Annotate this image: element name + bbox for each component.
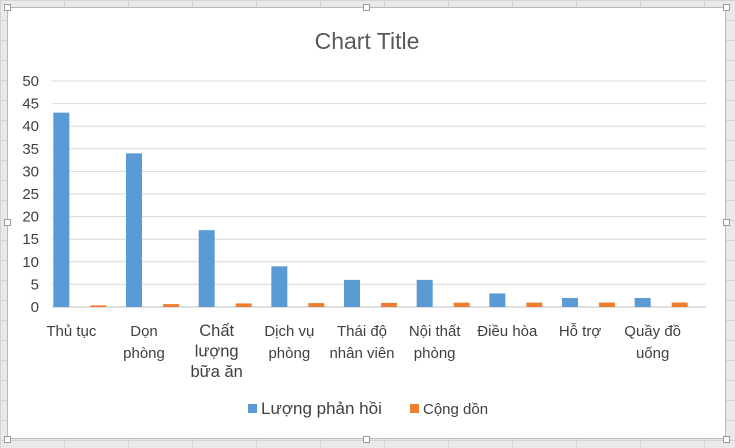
resize-handle-top[interactable] [363, 4, 370, 11]
category-label: Thái độ nhân viên [329, 323, 394, 362]
bar-luong-phan-hoi[interactable] [53, 112, 70, 307]
y-tick-label: 10 [22, 254, 39, 271]
bar-cong-don[interactable] [308, 303, 325, 307]
category-label: Chất lượng bữa ăn [190, 322, 242, 381]
legend-luong-phan-hoi-label[interactable]: Lượng phản hồi [261, 399, 382, 418]
chart-title[interactable]: Chart Title [315, 28, 420, 54]
resize-handle-bottom-left[interactable] [4, 436, 11, 443]
bar-luong-phan-hoi[interactable] [562, 297, 578, 307]
bar-chart: Chart Title 0 5 10 15 20 25 30 35 40 45 50 Thủ tục… [22, 28, 706, 418]
y-tick-label: 40 [22, 118, 39, 135]
bar-cong-don[interactable] [163, 304, 179, 307]
y-axis-ticks: 0 5 10 15 20 25 30 35 40 45 50 [22, 73, 39, 316]
bar-luong-phan-hoi[interactable] [198, 230, 215, 307]
y-tick-label: 15 [22, 231, 39, 248]
y-tick-label: 20 [22, 209, 39, 226]
legend-cong-don-label[interactable]: Cộng dồn [423, 401, 488, 418]
bar-luong-phan-hoi[interactable] [634, 297, 651, 307]
legend: Lượng phản hồi Cộng dồn [248, 399, 488, 418]
category-label: Dịch vụ phòng [264, 323, 314, 362]
resize-handle-bottom-right[interactable] [723, 436, 730, 443]
resize-handle-top-left[interactable] [4, 4, 11, 11]
y-tick-label: 0 [31, 299, 39, 316]
bar-luong-phan-hoi[interactable] [126, 153, 142, 307]
gridlines [52, 80, 706, 308]
bar-cong-don[interactable] [526, 302, 543, 307]
y-tick-label: 25 [22, 186, 39, 203]
y-tick-label: 35 [22, 141, 39, 158]
category-labels: Thủ tục Dọn phòng Chất lượng bữa ăn Dịch vụ phò… [46, 322, 681, 381]
category-label: Quầy đồ uống [624, 323, 681, 362]
resize-handle-bottom[interactable] [363, 436, 370, 443]
bar-luong-phan-hoi[interactable] [344, 279, 360, 307]
category-label: Hỗ trợ [559, 323, 602, 340]
resize-handle-left[interactable] [4, 219, 11, 226]
resize-handle-right[interactable] [723, 219, 730, 226]
resize-handle-top-right[interactable] [723, 4, 730, 11]
bar-luong-phan-hoi[interactable] [271, 266, 288, 307]
y-tick-label: 50 [22, 73, 39, 90]
legend-cong-don-swatch [410, 404, 419, 413]
legend-luong-phan-hoi-swatch [248, 404, 257, 413]
bar-cong-don[interactable] [90, 305, 107, 307]
chart-area[interactable]: Chart Title 0 5 10 15 20 25 30 35 40 45 50 Thủ tục… [7, 7, 726, 439]
category-label: Nội thất phòng [409, 323, 462, 362]
category-label: Dọn phòng [123, 323, 165, 362]
y-tick-label: 5 [31, 276, 39, 293]
bar-luong-phan-hoi[interactable] [416, 279, 433, 307]
bar-cong-don[interactable] [235, 303, 252, 307]
y-tick-label: 30 [22, 163, 39, 180]
category-label: Thủ tục [46, 323, 97, 340]
bar-cong-don[interactable] [381, 302, 397, 307]
bar-cong-don[interactable] [453, 302, 470, 307]
y-tick-label: 45 [22, 96, 39, 113]
bars [53, 112, 688, 307]
bar-luong-phan-hoi[interactable] [489, 293, 506, 307]
bar-cong-don[interactable] [599, 302, 615, 307]
bar-cong-don[interactable] [671, 302, 688, 307]
category-label: Điều hòa [477, 323, 538, 340]
